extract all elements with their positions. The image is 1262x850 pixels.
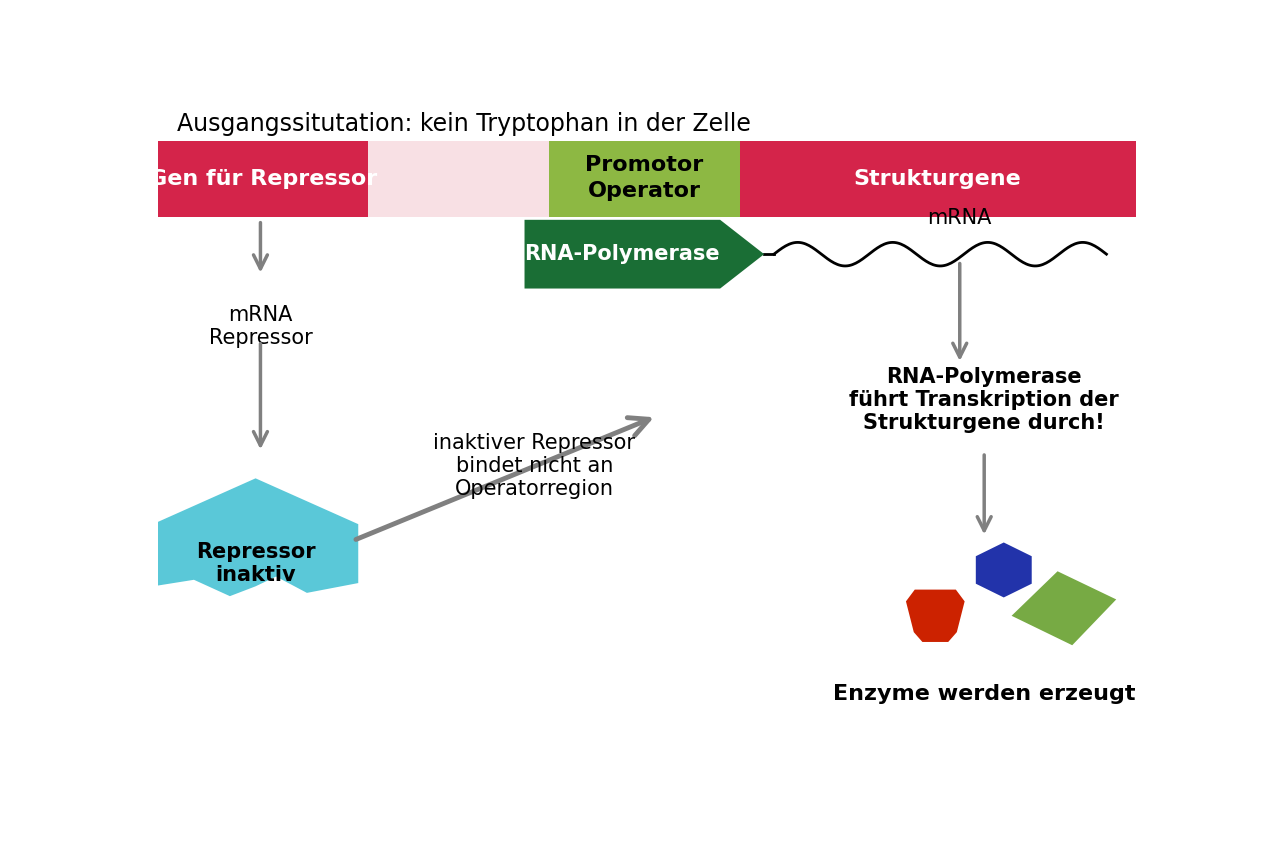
Text: Promotor: Promotor bbox=[586, 155, 703, 174]
Text: Operator: Operator bbox=[588, 181, 700, 201]
Polygon shape bbox=[1012, 571, 1117, 645]
Text: Repressor
inaktiv: Repressor inaktiv bbox=[196, 541, 316, 585]
Text: Enzyme werden erzeugt: Enzyme werden erzeugt bbox=[833, 684, 1136, 705]
Polygon shape bbox=[525, 220, 765, 288]
Text: Ausgangssitutation: kein Tryptophan in der Zelle: Ausgangssitutation: kein Tryptophan in d… bbox=[177, 112, 751, 136]
Polygon shape bbox=[153, 479, 358, 596]
Bar bbox=[549, 141, 740, 217]
Polygon shape bbox=[906, 590, 964, 642]
Bar bbox=[158, 141, 369, 217]
Bar bbox=[740, 141, 1136, 217]
Text: RNA-Polymerase
führt Transkription der
Strukturgene durch!: RNA-Polymerase führt Transkription der S… bbox=[849, 367, 1119, 434]
Text: Strukturgene: Strukturgene bbox=[854, 169, 1022, 189]
Polygon shape bbox=[976, 542, 1032, 598]
Text: Gen für Repressor: Gen für Repressor bbox=[149, 169, 377, 189]
Text: inaktiver Repressor
bindet nicht an
Operatorregion: inaktiver Repressor bindet nicht an Oper… bbox=[433, 433, 635, 499]
Text: RNA-Polymerase: RNA-Polymerase bbox=[525, 244, 721, 264]
Text: mRNA
Repressor: mRNA Repressor bbox=[208, 305, 312, 348]
Text: mRNA: mRNA bbox=[928, 208, 992, 228]
Bar bbox=[369, 141, 549, 217]
